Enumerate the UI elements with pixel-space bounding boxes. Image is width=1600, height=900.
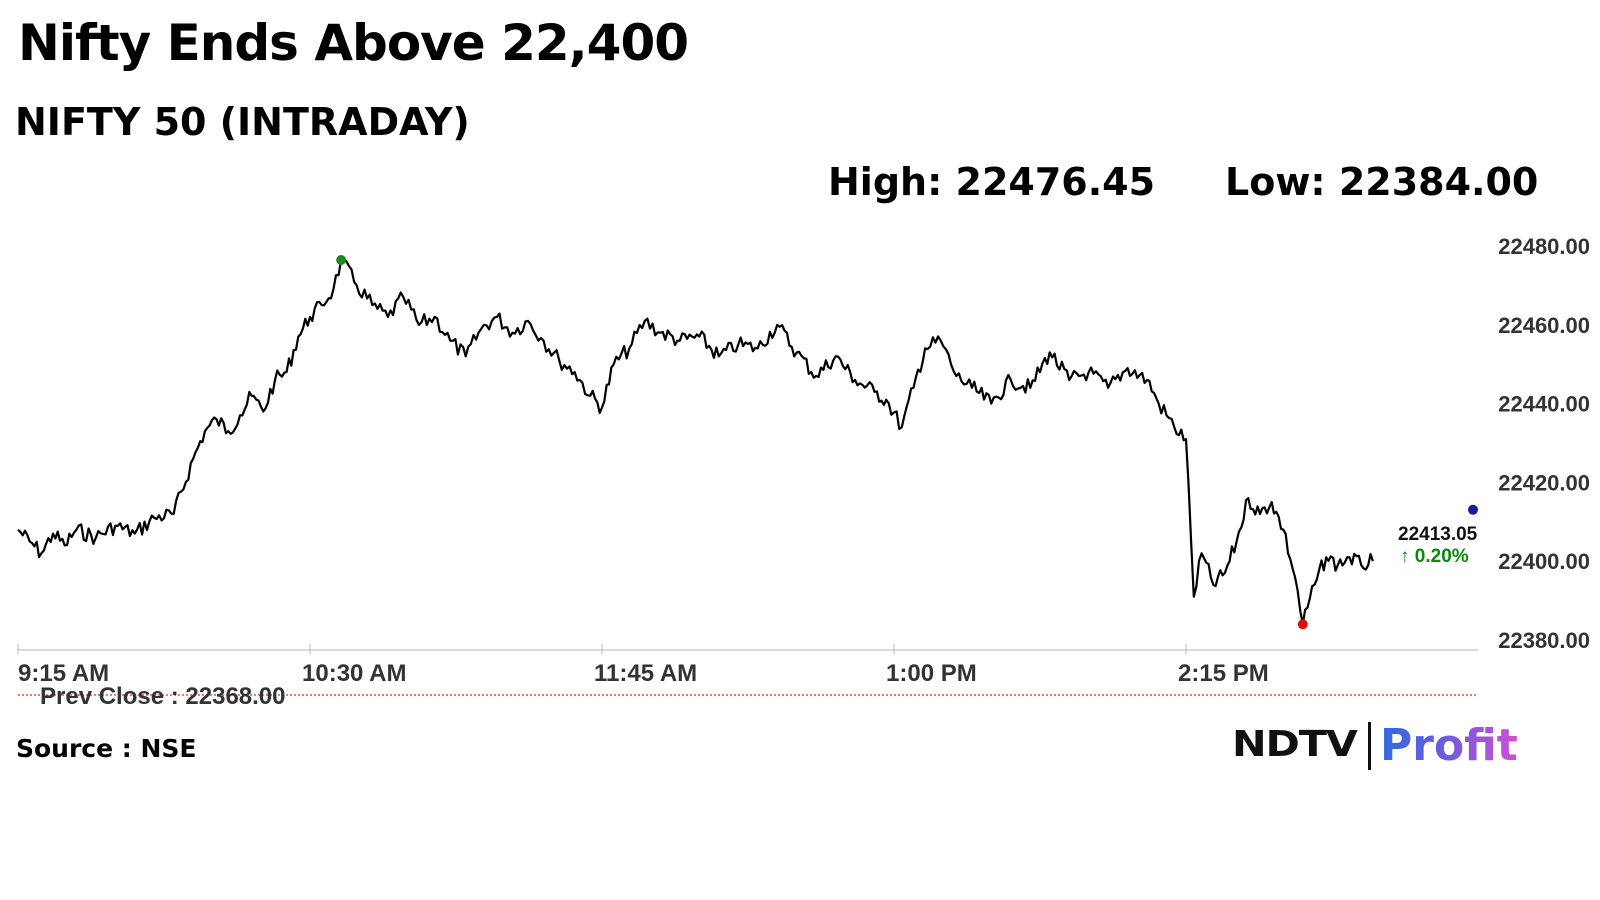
y-tick-label: 22440.00 bbox=[1498, 392, 1590, 417]
y-axis: 22480.00 22460.00 22440.00 22420.00 22400.00… bbox=[1498, 234, 1590, 653]
chart-subtitle: NIFTY 50 (INTRADAY) bbox=[15, 100, 470, 144]
price-line bbox=[17, 257, 1374, 626]
x-tick-label: 11:45 AM bbox=[594, 660, 697, 687]
change-percent-label: ↑ 0.20% bbox=[1400, 546, 1469, 567]
source-note: Source : NSE bbox=[16, 734, 197, 763]
x-tick-label: 2:15 PM bbox=[1178, 660, 1269, 687]
y-tick-label: 22420.00 bbox=[1498, 470, 1590, 495]
y-tick-label: 22380.00 bbox=[1498, 628, 1590, 653]
logo-profit-text: Profit bbox=[1380, 720, 1518, 771]
y-tick-label: 22400.00 bbox=[1498, 549, 1590, 574]
ndtv-profit-logo: NDTV Profit bbox=[1232, 720, 1518, 774]
day-low: Low: 22384.00 bbox=[1225, 160, 1539, 204]
low-marker bbox=[1297, 619, 1308, 630]
last-price-label: 22413.05 bbox=[1398, 524, 1478, 545]
x-tick-label: 9:15 AM bbox=[18, 660, 109, 687]
last-marker bbox=[1468, 504, 1478, 515]
x-axis: 9:15 AM 10:30 AM 11:45 AM 1:00 PM 2:15 PM bbox=[17, 644, 1269, 687]
prev-close-label: Prev Close : 22368.00 bbox=[40, 683, 286, 710]
day-high: High: 22476.45 bbox=[828, 160, 1156, 204]
high-marker bbox=[336, 254, 347, 265]
intraday-line-chart: 22480.00 22460.00 22440.00 22420.00 22400.00… bbox=[17, 234, 1590, 710]
chart-title: Nifty Ends Above 22,400 bbox=[18, 14, 689, 72]
logo-divider bbox=[1368, 722, 1371, 770]
y-tick-label: 22460.00 bbox=[1498, 313, 1590, 338]
logo-ndtv-text: NDTV bbox=[1232, 724, 1358, 765]
x-tick-label: 1:00 PM bbox=[886, 660, 977, 687]
x-tick-label: 10:30 AM bbox=[302, 660, 406, 687]
y-tick-label: 22480.00 bbox=[1498, 234, 1590, 259]
